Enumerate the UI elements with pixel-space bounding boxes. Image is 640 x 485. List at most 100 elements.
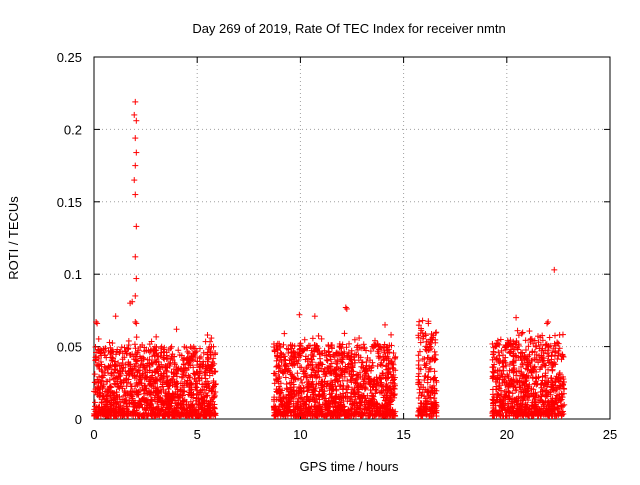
data-point [560, 385, 567, 392]
data-point [181, 384, 188, 391]
y-tick-label: 0 [75, 412, 82, 427]
data-point [135, 367, 142, 374]
data-point [125, 361, 132, 368]
data-point [178, 374, 185, 381]
data-point [204, 332, 211, 339]
data-point [209, 359, 216, 366]
data-point [133, 117, 140, 124]
data-point [128, 392, 135, 399]
data-point [107, 344, 114, 351]
data-point [93, 361, 100, 368]
data-point [552, 332, 559, 339]
data-point [169, 390, 176, 397]
data-point [132, 191, 139, 198]
data-point [201, 380, 208, 387]
data-point [301, 336, 308, 343]
data-point [497, 336, 504, 343]
data-point [307, 351, 314, 358]
data-point [207, 338, 214, 345]
data-point [280, 341, 287, 348]
data-point [203, 393, 210, 400]
data-point [202, 375, 209, 382]
x-tick-label: 25 [603, 427, 617, 442]
data-point [131, 111, 138, 118]
data-point [135, 347, 142, 354]
data-point [125, 337, 132, 344]
data-point [179, 356, 186, 363]
data-points [91, 98, 568, 420]
data-point [379, 362, 386, 369]
data-point [197, 345, 204, 352]
data-point [133, 275, 140, 282]
data-point [206, 344, 213, 351]
y-tick-label: 0.05 [57, 340, 82, 355]
data-point [309, 335, 316, 342]
data-point [416, 348, 423, 355]
data-point [132, 135, 139, 142]
data-point [134, 357, 141, 364]
data-point [131, 341, 138, 348]
data-point [112, 375, 119, 382]
data-point [118, 344, 125, 351]
data-point [140, 370, 147, 377]
data-point [91, 371, 98, 378]
y-tick-label: 0.1 [64, 267, 82, 282]
data-point [544, 320, 551, 327]
data-point [515, 332, 522, 339]
data-point [172, 361, 179, 368]
data-point [111, 369, 118, 376]
data-point [546, 334, 553, 341]
data-point [556, 370, 563, 377]
data-point [204, 378, 211, 385]
data-point [348, 347, 355, 354]
data-point [132, 292, 139, 299]
data-point [281, 330, 288, 337]
data-point [339, 359, 346, 366]
data-point [147, 397, 154, 404]
x-tick-label: 15 [396, 427, 410, 442]
data-point [210, 394, 217, 401]
data-point [133, 223, 140, 230]
data-point [183, 344, 190, 351]
data-point [324, 357, 331, 364]
data-point [133, 320, 140, 327]
data-point [111, 366, 118, 373]
data-point [132, 318, 139, 325]
data-point [190, 357, 197, 364]
data-point [154, 384, 161, 391]
data-point [173, 326, 180, 333]
data-point [197, 353, 204, 360]
data-point [311, 313, 318, 320]
data-point [180, 361, 187, 368]
data-point [318, 335, 325, 342]
x-axis-label: GPS time / hours [300, 459, 399, 474]
grid-lines [94, 57, 610, 419]
data-point [208, 335, 215, 342]
data-point [175, 347, 182, 354]
data-point [127, 388, 134, 395]
data-point [210, 404, 217, 411]
data-point [551, 266, 558, 273]
data-point [184, 348, 191, 355]
data-point [130, 365, 137, 372]
data-point [153, 333, 160, 340]
data-point [157, 345, 164, 352]
data-point [294, 370, 301, 377]
data-point [187, 392, 194, 399]
data-point [132, 162, 139, 169]
x-tick-label: 5 [194, 427, 201, 442]
data-point [131, 363, 138, 370]
data-point [95, 335, 102, 342]
data-point [382, 321, 389, 328]
data-point [415, 373, 422, 380]
data-point [185, 359, 192, 366]
data-point [94, 320, 101, 327]
data-point [421, 373, 428, 380]
data-point [123, 350, 130, 357]
data-point [192, 384, 199, 391]
data-point [196, 355, 203, 362]
data-point [153, 344, 160, 351]
data-point [342, 304, 349, 311]
